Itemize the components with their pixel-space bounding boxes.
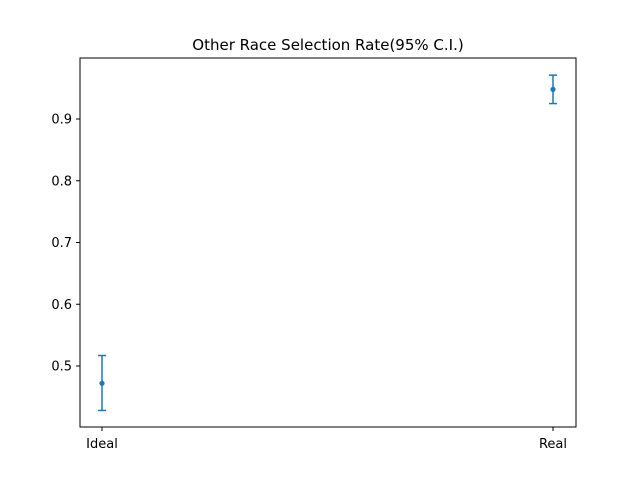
chart-title: Other Race Selection Rate(95% C.I.) [192,36,463,54]
data-point [99,380,105,386]
y-axis: 0.5 0.6 0.7 0.8 0.9 [51,113,80,375]
y-tick-label: 0.6 [51,298,72,313]
plot-area [79,57,577,428]
data-marks [98,74,557,412]
x-axis: Ideal Real [86,427,567,452]
y-tick-label: 0.9 [51,113,72,128]
y-tick-label: 0.8 [51,174,72,189]
x-tick-label: Ideal [86,437,118,452]
x-tick-label: Real [539,437,567,452]
y-tick-label: 0.7 [51,236,72,251]
y-tick-label: 0.5 [51,360,72,375]
data-point [550,86,556,92]
